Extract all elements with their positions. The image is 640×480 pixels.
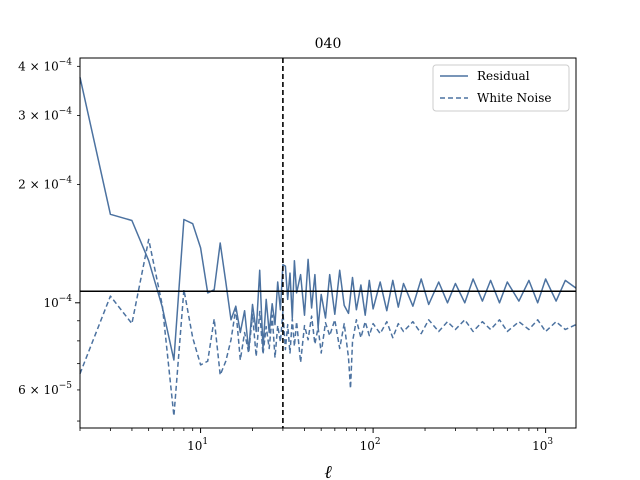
series-line-white-noise [79, 238, 577, 417]
x-axis-label: ℓ [324, 462, 332, 480]
plot-frame [79, 57, 577, 429]
y-tick-label: 2 × 10−4 [18, 176, 72, 192]
reference-lines [80, 58, 576, 428]
legend-white-noise-label: White Noise [477, 91, 551, 105]
chart-title: 040 [315, 36, 342, 52]
y-tick-label: 4 × 10−4 [18, 57, 72, 73]
y-tick-label: 6 × 10−5 [18, 381, 72, 397]
y-tick-label: 3 × 10−4 [18, 106, 72, 122]
legend: Residual White Noise [432, 64, 570, 112]
y-tick-label: 10−4 [43, 294, 72, 310]
legend-residual-label: Residual [477, 69, 530, 83]
